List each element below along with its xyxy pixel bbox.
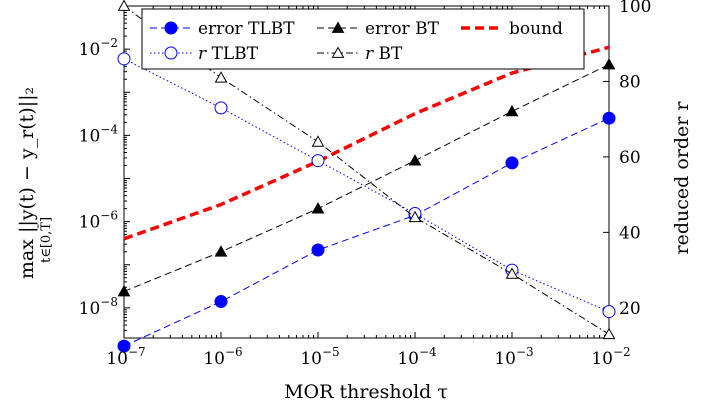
series-line-error-bt (123, 64, 610, 292)
plot-frame (123, 5, 610, 339)
y-left-tick-label: 10−4 (79, 122, 119, 146)
x-tick-label: 10−5 (300, 345, 339, 369)
legend-entry-error-tlbt: error TLBT (150, 19, 295, 39)
svg-text:t∈[0,T̄]: t∈[0,T̄] (38, 217, 54, 263)
data-point-r-bt (505, 267, 519, 279)
legend-entry-r-tlbt: r TLBT (150, 44, 259, 64)
series-error-bt (117, 57, 616, 297)
x-tick-label: 10−4 (397, 345, 437, 369)
x-tick-label: 10−3 (494, 345, 533, 369)
legend-box (141, 8, 585, 70)
y-left-axis-subtitle: t∈[0,T̄] (38, 217, 54, 263)
legend-entry-r-bt: r BT (317, 44, 403, 64)
legend-marker-r-tlbt (164, 46, 178, 60)
data-point-error-tlbt (602, 111, 616, 125)
data-point-r-bt (117, 0, 131, 11)
svg-text:max ||y(t) − y_r(t)||₂: max ||y(t) − y_r(t)||₂ (16, 87, 38, 279)
data-point-r-bt (214, 71, 228, 83)
y-left-tick-label: 10−2 (79, 36, 118, 60)
data-point-error-bt (214, 245, 228, 257)
series-line-r-tlbt (123, 58, 610, 313)
y-left-axis-title: max ||y(t) − y_r(t)||₂ (16, 87, 38, 279)
y-right-tick-label: 60 (619, 148, 641, 168)
legend-label-bound: bound (509, 19, 563, 39)
series-r-tlbt (117, 52, 616, 319)
data-point-r-bt (408, 210, 422, 223)
y-left-tick-label: 10−6 (79, 209, 118, 233)
legend-marker-error-bt (331, 21, 345, 33)
data-point-error-tlbt (505, 156, 519, 170)
series-line-error-tlbt (123, 117, 610, 347)
tick-labels: 10−7 10−6 10−5 10−4 10−3 10−2 10−8 10−6 10−4 10−2… (79, 0, 652, 369)
legend-marker-error-tlbt (164, 21, 178, 35)
y-right-tick-label: 40 (619, 223, 641, 243)
y-right-tick-label: 100 (619, 0, 651, 17)
x-tick-label: 10−6 (203, 345, 242, 369)
data-point-error-tlbt (311, 243, 325, 257)
y-right-tick-label: 20 (619, 299, 641, 319)
series-error-tlbt (117, 111, 616, 353)
data-point-r-tlbt (214, 101, 228, 115)
legend-label-error-bt: error BT (365, 19, 440, 39)
legend-label-r-tlbt: r TLBT (198, 44, 259, 64)
x-tick-label: 10−7 (106, 345, 145, 369)
legend: error TLBT error BT bound r TLBT r BT (141, 8, 585, 70)
y-right-tick-label: 80 (619, 72, 641, 92)
svg-text:reduced order r: reduced order r (671, 101, 693, 255)
series-bound (123, 45, 610, 241)
data-point-error-tlbt (117, 339, 131, 353)
legend-entry-bound: bound (461, 19, 563, 39)
data-point-r-tlbt (602, 305, 616, 319)
legend-label-error-tlbt: error TLBT (198, 19, 295, 39)
y-left-tick-label: 10−8 (79, 295, 118, 319)
data-point-error-bt (505, 104, 519, 117)
data-point-r-bt (602, 327, 616, 340)
data-point-error-bt (117, 284, 131, 297)
data-point-error-bt (311, 202, 325, 214)
series-r-bt (117, 0, 616, 340)
data-point-r-tlbt (311, 154, 325, 168)
y-right-axis-title: reduced order r (671, 101, 693, 255)
data-point-error-bt (602, 57, 616, 70)
legend-label-r-bt: r BT (365, 44, 403, 64)
data-point-error-tlbt (214, 295, 228, 309)
x-tick-label: 10−2 (591, 345, 630, 369)
data-point-r-bt (311, 135, 325, 147)
legend-marker-r-bt (331, 46, 345, 58)
series-line-bound (123, 45, 610, 241)
legend-entry-error-bt: error BT (317, 19, 440, 39)
plot-area-border (123, 5, 610, 339)
data-point-r-tlbt (117, 52, 131, 66)
x-axis-title: MOR threshold τ (284, 381, 448, 403)
data-point-error-bt (408, 154, 422, 166)
